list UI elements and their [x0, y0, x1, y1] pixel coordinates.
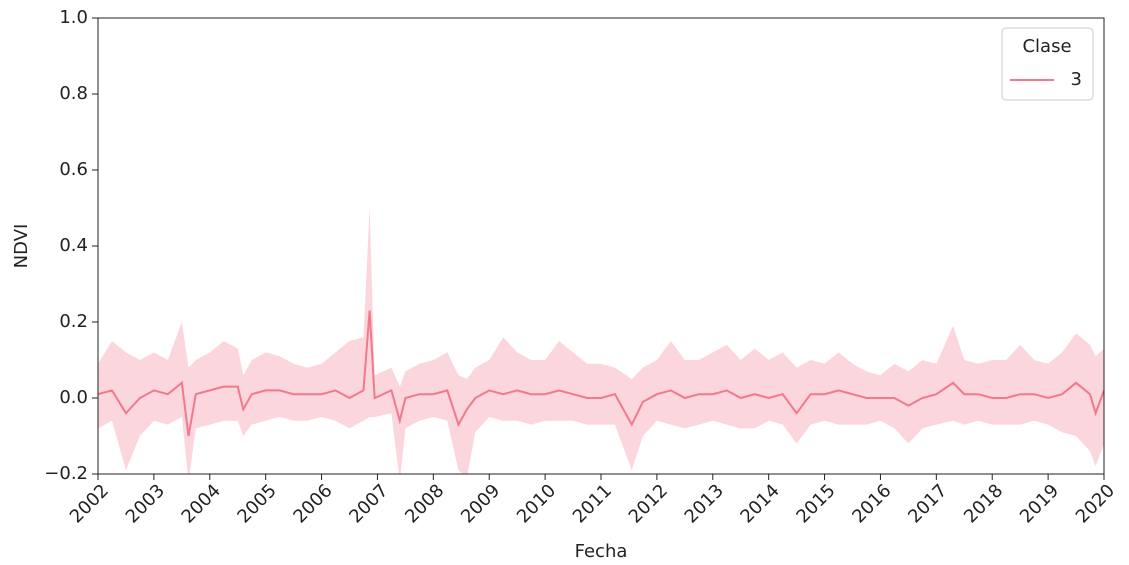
x-tick-label: 2003	[122, 480, 169, 527]
x-tick-label: 2016	[848, 480, 895, 527]
x-axis-label: Fecha	[575, 541, 628, 562]
x-tick-label: 2018	[960, 480, 1007, 527]
x-tick-label: 2004	[178, 480, 225, 527]
x-tick-label: 2009	[457, 480, 504, 527]
x-tick-label: 2007	[345, 480, 392, 527]
legend-box	[1001, 27, 1094, 101]
x-tick-label: 2006	[289, 480, 336, 527]
x-tick-label: 2017	[904, 480, 951, 527]
line	[98, 310, 1104, 437]
x-tick-label: 2010	[513, 480, 560, 527]
y-tick-label: 0.2	[59, 311, 88, 332]
y-tick-label: 0.6	[59, 159, 88, 180]
y-tick-label: −0.2	[44, 463, 88, 484]
x-tick-label: 2012	[625, 480, 672, 527]
confidence-band	[98, 208, 1104, 474]
y-axis-label: NDVI	[11, 224, 32, 269]
legend-title: Clase	[1022, 36, 1071, 57]
x-tick-label: 2019	[1016, 480, 1063, 527]
y-tick-label: 0.8	[59, 83, 88, 104]
y-tick-label: 1.0	[59, 7, 88, 28]
legend-label: 3	[1071, 69, 1082, 90]
x-tick-label: 2020	[1072, 480, 1119, 527]
x-tick-label: 2005	[233, 480, 280, 527]
x-tick-label: 2002	[66, 480, 113, 527]
x-tick-label: 2013	[681, 480, 728, 527]
y-tick-label: 0.0	[59, 387, 88, 408]
y-tick-label: 0.4	[59, 235, 88, 256]
x-tick-label: 2015	[792, 480, 839, 527]
x-tick-label: 2008	[401, 480, 448, 527]
x-tick-label: 2011	[569, 480, 616, 527]
x-tick-label: 2014	[736, 480, 783, 527]
